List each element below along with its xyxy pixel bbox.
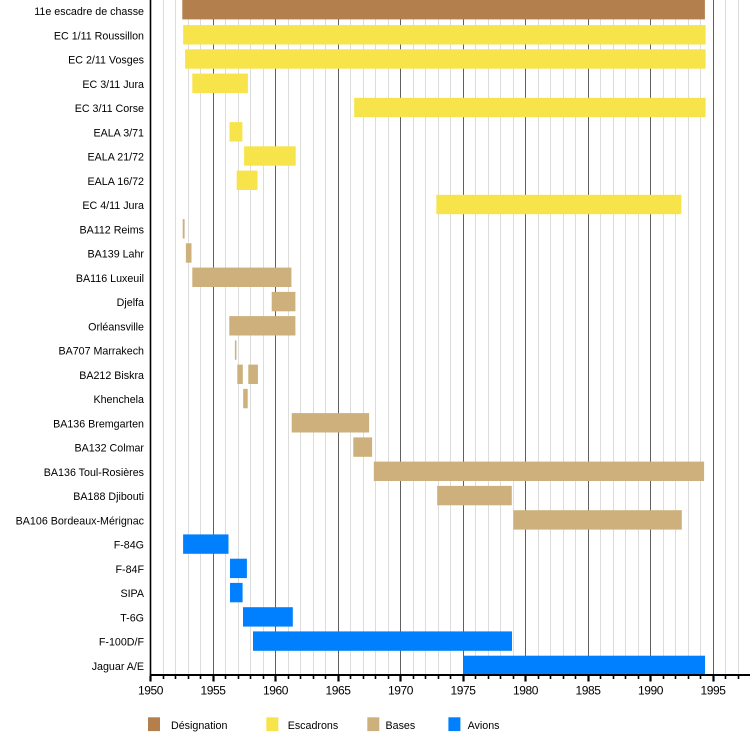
svg-text:1990: 1990 [638, 684, 664, 698]
svg-text:BA132 Colmar: BA132 Colmar [74, 443, 144, 455]
svg-text:BA106 Bordeaux-Mérignac: BA106 Bordeaux-Mérignac [16, 516, 145, 528]
svg-text:Avions: Avions [468, 720, 500, 732]
svg-text:EC 3/11 Jura: EC 3/11 Jura [82, 79, 144, 91]
svg-text:EALA 3/71: EALA 3/71 [93, 127, 144, 139]
svg-text:EC 4/11 Jura: EC 4/11 Jura [82, 200, 144, 212]
svg-text:Bases: Bases [386, 720, 416, 732]
svg-text:EALA 21/72: EALA 21/72 [88, 152, 145, 164]
svg-text:Désignation: Désignation [171, 720, 227, 732]
svg-text:BA116 Luxeuil: BA116 Luxeuil [76, 273, 144, 285]
svg-text:Escadrons: Escadrons [288, 720, 339, 732]
svg-text:1950: 1950 [138, 684, 164, 698]
svg-text:SIPA: SIPA [120, 588, 144, 600]
svg-text:BA707 Marrakech: BA707 Marrakech [58, 346, 144, 358]
svg-text:EALA 16/72: EALA 16/72 [88, 176, 145, 188]
svg-text:1985: 1985 [575, 684, 601, 698]
svg-text:Khenchela: Khenchela [93, 394, 144, 406]
svg-text:1960: 1960 [263, 684, 289, 698]
svg-text:Djelfa: Djelfa [117, 297, 144, 309]
svg-text:1955: 1955 [200, 684, 226, 698]
svg-text:F-100D/F: F-100D/F [99, 637, 145, 649]
svg-text:BA139 Lahr: BA139 Lahr [88, 249, 145, 261]
svg-text:1975: 1975 [450, 684, 476, 698]
svg-text:EC 3/11 Corse: EC 3/11 Corse [75, 103, 144, 115]
svg-text:Orléansville: Orléansville [88, 321, 144, 333]
svg-text:BA188 Djibouti: BA188 Djibouti [73, 491, 144, 503]
svg-text:EC 2/11 Vosges: EC 2/11 Vosges [68, 55, 144, 67]
svg-text:F-84G: F-84G [114, 540, 144, 552]
svg-text:1970: 1970 [388, 684, 414, 698]
svg-text:BA136 Toul-Rosières: BA136 Toul-Rosières [44, 467, 144, 479]
svg-text:F-84F: F-84F [115, 564, 144, 576]
svg-text:11e escadre de chasse: 11e escadre de chasse [34, 6, 144, 18]
svg-text:1980: 1980 [513, 684, 539, 698]
svg-text:EC 1/11 Roussillon: EC 1/11 Roussillon [54, 30, 144, 42]
svg-text:BA212 Biskra: BA212 Biskra [79, 370, 144, 382]
svg-text:1965: 1965 [325, 684, 351, 698]
svg-text:Jaguar A/E: Jaguar A/E [92, 661, 144, 673]
svg-text:BA136 Bremgarten: BA136 Bremgarten [53, 418, 144, 430]
svg-text:BA112 Reims: BA112 Reims [79, 224, 144, 236]
svg-text:T-6G: T-6G [120, 613, 144, 625]
svg-text:1995: 1995 [700, 684, 726, 698]
